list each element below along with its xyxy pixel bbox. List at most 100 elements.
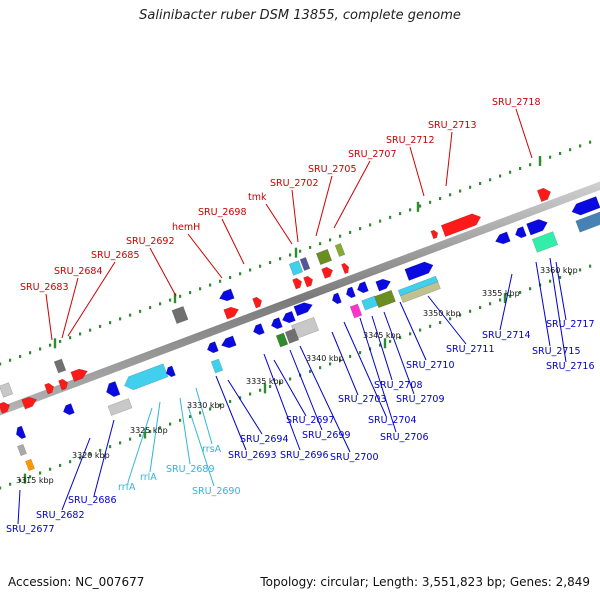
gene-feature <box>282 310 296 324</box>
scale-tick <box>89 452 92 456</box>
gene-feature <box>44 382 55 395</box>
scale-tick <box>29 475 32 479</box>
scale-tick <box>339 234 342 238</box>
bottom-gene-label: SRU_2677 <box>6 524 55 535</box>
scale-tick <box>249 392 252 396</box>
gene-feature <box>299 257 311 271</box>
leader-line <box>187 233 223 279</box>
scale-tick <box>259 264 262 268</box>
scale-tick <box>139 433 142 437</box>
gene-feature <box>575 211 600 233</box>
scale-tick <box>529 287 532 291</box>
scale-tick <box>189 415 192 419</box>
leader-line <box>273 359 307 417</box>
gene-feature <box>292 277 303 290</box>
scale-tick <box>299 249 302 253</box>
scale-tick <box>139 309 142 313</box>
scale-tick <box>39 347 42 351</box>
gene-feature <box>58 378 69 391</box>
scale-tick <box>269 260 272 264</box>
leader-line <box>409 146 425 197</box>
gene-feature <box>321 266 333 279</box>
scale-tick <box>9 482 12 486</box>
scale-tick <box>439 321 442 325</box>
leader-line <box>343 321 387 417</box>
scale-tick <box>79 332 82 336</box>
gene-feature <box>515 226 527 239</box>
bottom-gene-label: SRU_2704 <box>368 415 417 426</box>
top-gene-label: SRU_2707 <box>348 149 397 160</box>
scale-tick <box>119 317 122 321</box>
gene-feature <box>221 335 237 349</box>
scale-tick <box>489 178 492 182</box>
leader-line <box>359 317 397 433</box>
scale-tick <box>449 317 452 321</box>
leader-line <box>263 353 301 451</box>
gene-feature <box>288 260 304 276</box>
scale-tick <box>289 253 292 257</box>
label-layer: 3315 kbp 3320 kbp 3325 kbp 3330 kbp 3335 kbp… <box>6 97 595 535</box>
scale-tick <box>329 238 332 242</box>
leader-line <box>371 315 393 381</box>
leader-line <box>399 301 427 361</box>
bottom-gene-label: SRU_2699 <box>302 430 351 441</box>
gene-feature <box>63 403 75 416</box>
major-tick <box>383 338 387 349</box>
gene-feature <box>223 306 239 320</box>
kbp-label: 3335 kbp <box>246 377 284 386</box>
scale-tick <box>439 197 442 201</box>
gene-feature <box>165 365 176 378</box>
gene-feature <box>124 363 169 391</box>
leader-line <box>215 375 247 451</box>
bottom-gene-label: SRU_2706 <box>380 432 429 443</box>
bottom-gene-label: SRU_2715 <box>532 346 581 357</box>
scale-tick <box>149 430 152 434</box>
leader-line <box>195 387 213 445</box>
rna-gene-label: rrfA <box>118 482 136 493</box>
leader-line <box>427 295 467 345</box>
gene-feature <box>15 425 27 440</box>
scale-tick <box>109 445 112 449</box>
scale-tick <box>549 279 552 283</box>
leader-line <box>227 379 263 435</box>
leader-line <box>93 419 115 497</box>
scale-tick <box>569 148 572 152</box>
major-tick <box>294 247 298 258</box>
kbp-label: 3325 kbp <box>130 426 168 435</box>
scale-tick <box>559 151 562 155</box>
leader-line <box>315 175 333 237</box>
scale-tick <box>59 463 62 467</box>
leader-line <box>221 218 245 265</box>
scale-tick <box>79 456 82 460</box>
bottom-gene-label: SRU_2717 <box>546 319 595 330</box>
leader-line <box>67 261 116 337</box>
scale-tick <box>559 275 562 279</box>
scale-tick <box>489 302 492 306</box>
rna-gene-label: rrsA <box>202 444 222 455</box>
scale-tick <box>219 403 222 407</box>
scale-tick <box>589 140 592 144</box>
scale-tick <box>429 324 432 328</box>
scale-tick <box>389 215 392 219</box>
scale-tick <box>399 212 402 216</box>
scale-tick <box>479 306 482 310</box>
gene-feature <box>331 292 342 305</box>
scale-tick <box>49 467 52 471</box>
scale-tick <box>409 332 412 336</box>
scale-tick <box>379 219 382 223</box>
scale-tick <box>19 478 22 482</box>
bottom-gene-label: SRU_2693 <box>228 450 277 461</box>
gene-feature <box>430 229 439 240</box>
scale-tick <box>109 321 112 325</box>
gene-feature <box>293 302 313 317</box>
scale-tick <box>89 328 92 332</box>
gene-feature <box>253 323 265 336</box>
gene-feature <box>374 289 396 309</box>
scale-tick <box>459 313 462 317</box>
scale-tick <box>279 381 282 385</box>
gene-feature <box>0 401 10 414</box>
leader-line <box>179 397 191 465</box>
scale-tick <box>329 362 332 366</box>
scale-tick <box>239 396 242 400</box>
gene-feature <box>440 213 482 237</box>
